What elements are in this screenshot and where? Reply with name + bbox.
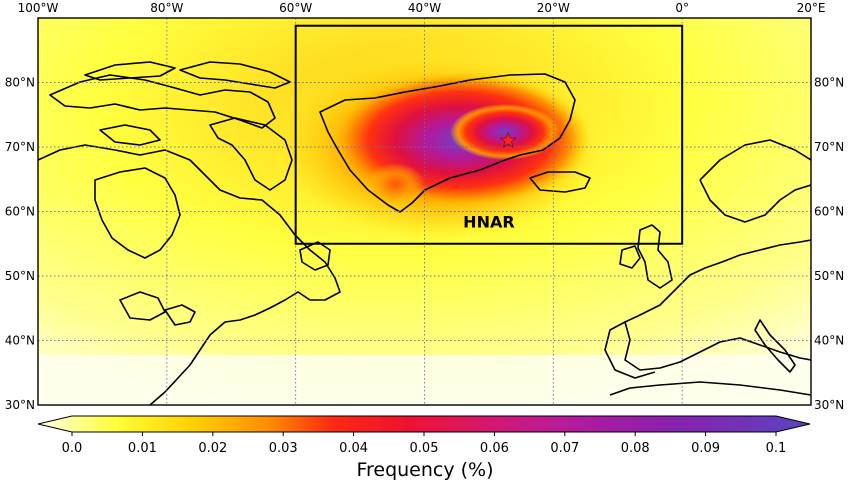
longitude-tick-label: 60°W <box>279 1 312 15</box>
colorbar: 0.0 0.01 0.02 0.03 0.04 0.05 0.06 0.07 0.08 0.09 0… <box>37 415 811 481</box>
hnar-region-label: HNAR <box>463 213 514 232</box>
latitude-tick-labels-right: 30°N 40°N 50°N 60°N 70°N 80°N <box>814 76 844 413</box>
longitude-tick-label: 100°W <box>18 1 59 15</box>
colorbar-label: Frequency (%) <box>356 459 493 481</box>
latitude-tick-label: 40°N <box>814 334 844 348</box>
latitude-tick-label: 70°N <box>814 140 844 154</box>
colorbar-tick-label: 0.09 <box>691 441 720 456</box>
latitude-tick-label: 80°N <box>5 76 35 90</box>
latitude-tick-label: 60°N <box>5 205 35 219</box>
latitude-tick-label: 60°N <box>814 205 844 219</box>
latitude-tick-label: 70°N <box>5 140 35 154</box>
longitude-tick-label: 20°E <box>797 1 826 15</box>
colorbar-tick-label: 0.02 <box>198 441 227 456</box>
coastlines <box>38 61 811 405</box>
latitude-tick-label: 80°N <box>814 76 844 90</box>
latitude-tick-label: 30°N <box>5 398 35 412</box>
event-star-marker <box>499 131 517 148</box>
colorbar-tick-label: 0.05 <box>410 441 439 456</box>
latitude-tick-label: 50°N <box>5 269 35 283</box>
longitude-tick-label: 20°W <box>537 1 570 15</box>
colorbar-tick-label: 0.04 <box>339 441 368 456</box>
colorbar-tick-label: 0.1 <box>766 441 787 456</box>
longitude-tick-label: 40°W <box>408 1 441 15</box>
colorbar-tick-label: 0.03 <box>269 441 298 456</box>
latitude-tick-label: 40°N <box>5 334 35 348</box>
longitude-tick-labels: 100°W 80°W 60°W 40°W 20°W 0° 20°E <box>18 1 826 15</box>
latitude-tick-labels-left: 30°N 40°N 50°N 60°N 70°N 80°N <box>5 76 35 413</box>
colorbar-tick-label: 0.06 <box>480 441 509 456</box>
colorbar-tick-label: 0.08 <box>621 441 650 456</box>
colorbar-bar <box>37 415 811 433</box>
hnar-region-box <box>294 24 684 245</box>
colorbar-tick-label: 0.0 <box>62 441 83 456</box>
colorbar-tick-labels: 0.0 0.01 0.02 0.03 0.04 0.05 0.06 0.07 0.08 0.09 0… <box>62 432 787 456</box>
colorbar-tick-label: 0.07 <box>550 441 579 456</box>
longitude-tick-label: 0° <box>675 1 689 15</box>
colorbar-tick-label: 0.01 <box>128 441 157 456</box>
latitude-tick-label: 50°N <box>814 269 844 283</box>
latitude-tick-label: 30°N <box>814 398 844 412</box>
longitude-tick-label: 80°W <box>150 1 183 15</box>
map-frame <box>37 17 812 406</box>
